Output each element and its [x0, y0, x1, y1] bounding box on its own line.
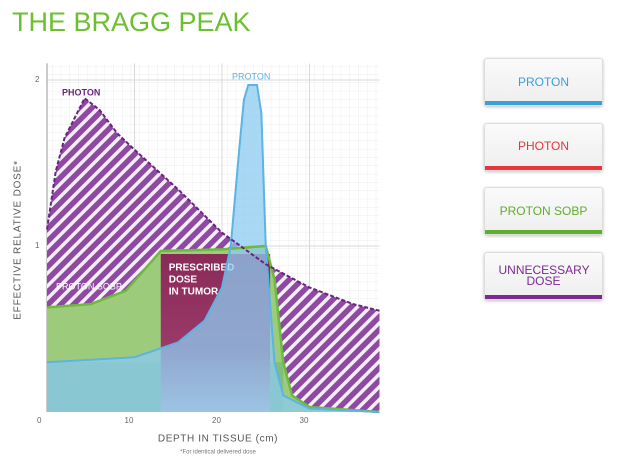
- tumor-label: PRESCRIBED: [169, 263, 235, 274]
- y-axis-label: EFFECTIVE RELATIVE DOSE*: [13, 160, 24, 320]
- series-label: PROTON: [232, 71, 270, 81]
- x-tick-label: 20: [212, 416, 221, 425]
- button-bar: [485, 294, 602, 299]
- button-label: PHOTON: [517, 139, 570, 153]
- legend-button[interactable]: UNNECESSARY DOSE: [484, 251, 603, 300]
- tumor-label: IN TUMOR: [169, 287, 219, 298]
- proton-line: [46, 83, 380, 413]
- button-label: PROTON: [517, 74, 570, 89]
- tumor-label: DOSE: [169, 275, 198, 286]
- x-tick-label: 30: [300, 416, 309, 425]
- y-tick-label: 2: [35, 75, 40, 84]
- chart-title: THE BRAGG PEAK: [12, 7, 251, 37]
- button-bar: [485, 101, 602, 105]
- button-bar: [485, 165, 602, 170]
- button-bar: [485, 230, 602, 234]
- x-tick-label: 0: [37, 416, 42, 425]
- y-tick-label: 1: [35, 241, 40, 250]
- x-tick-label: 10: [125, 416, 134, 425]
- legend-button[interactable]: PROTON SOBP: [484, 187, 603, 235]
- proton-area: [47, 84, 380, 412]
- button-label: PROTON SOBP: [499, 203, 588, 218]
- button-label: UNNECESSARY DOSE: [498, 262, 590, 288]
- series-label: PROTON SOBP: [56, 281, 122, 291]
- legend-button[interactable]: PROTON: [484, 58, 603, 106]
- photon-line: [46, 96, 380, 312]
- series-label: PHOTON: [62, 87, 100, 97]
- x-axis-label: DEPTH IN TISSUE (cm): [158, 434, 278, 445]
- footnote: *For identical delivered dose: [180, 450, 256, 456]
- legend-button[interactable]: PHOTON: [484, 122, 603, 171]
